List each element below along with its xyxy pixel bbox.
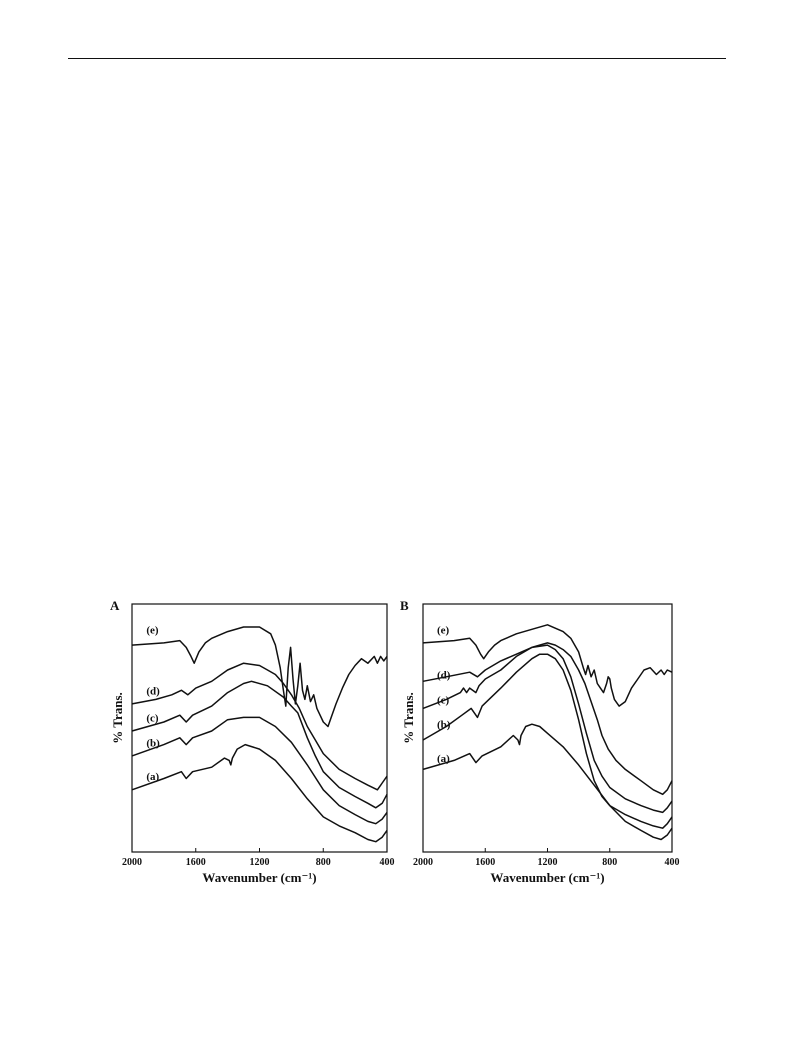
panel-b-series-line: [422, 644, 673, 814]
panel-b-x-tick-label: 1600: [475, 857, 495, 868]
panel-a-series-label: (a): [146, 771, 159, 783]
page-header-rule: [68, 58, 726, 59]
panel-a-series-label: (c): [146, 712, 159, 724]
panel-a-x-tick-label: 1600: [186, 857, 206, 868]
panel-b-frame: [422, 603, 673, 853]
panel-a-series-label: (d): [146, 685, 160, 697]
panel-b-x-tick-label: 2000: [413, 857, 433, 868]
panel-b-series-line: [422, 642, 673, 796]
panel-a-series-line: [131, 680, 388, 809]
panel-a-frame: [131, 603, 388, 853]
panel-b-letter: B: [400, 598, 409, 613]
panel-a-x-tick-label: 800: [316, 857, 331, 868]
panel-b-series-label: (e): [437, 624, 450, 636]
panel-a-series-line: [131, 662, 388, 791]
panel-b-x-axis-label: Wavenumber (cm⁻¹): [490, 870, 604, 885]
panel-a-x-tick-label: 1200: [250, 857, 270, 868]
panel-a-x-axis-label: Wavenumber (cm⁻¹): [202, 870, 316, 885]
panel-b-series-label: (d): [437, 670, 451, 682]
panel-b-y-axis-label: % Trans.: [401, 692, 416, 744]
panel-b-series-line: [422, 723, 673, 841]
panel-a-x-tick-label: 400: [380, 857, 395, 868]
panel-b-series-line: [422, 653, 673, 829]
panel-a-series-line: [131, 743, 388, 843]
panel-a-y-axis-label: % Trans.: [110, 692, 125, 744]
panel-a-series-line: [131, 716, 388, 825]
panel-a-series-label: (e): [146, 624, 159, 636]
panel-a-x-tick-label: 2000: [122, 857, 142, 868]
ftir-figure-svg: A 2000 1600 1200 800 400 Wavenumber (cm⁻¹) % Tr…: [110, 598, 680, 885]
panel-b-x-tick-label: 1200: [538, 857, 558, 868]
ftir-figure: A 2000 1600 1200 800 400 Wavenumber (cm⁻¹) % Tr…: [104, 594, 704, 904]
panel-a-letter: A: [110, 598, 120, 613]
page-body-blank: [68, 70, 726, 590]
panel-b-series-label: (b): [437, 719, 451, 731]
panel-b-x-tick-label: 800: [602, 857, 617, 868]
panel-b-series-line: [422, 624, 673, 707]
panel-a-series-line: [131, 626, 388, 728]
panel-a-series-label: (b): [146, 737, 160, 749]
panel-b-series-label: (a): [437, 753, 450, 765]
panel-b-x-tick-label: 400: [665, 857, 680, 868]
panel-b-series-label: (c): [437, 694, 450, 706]
